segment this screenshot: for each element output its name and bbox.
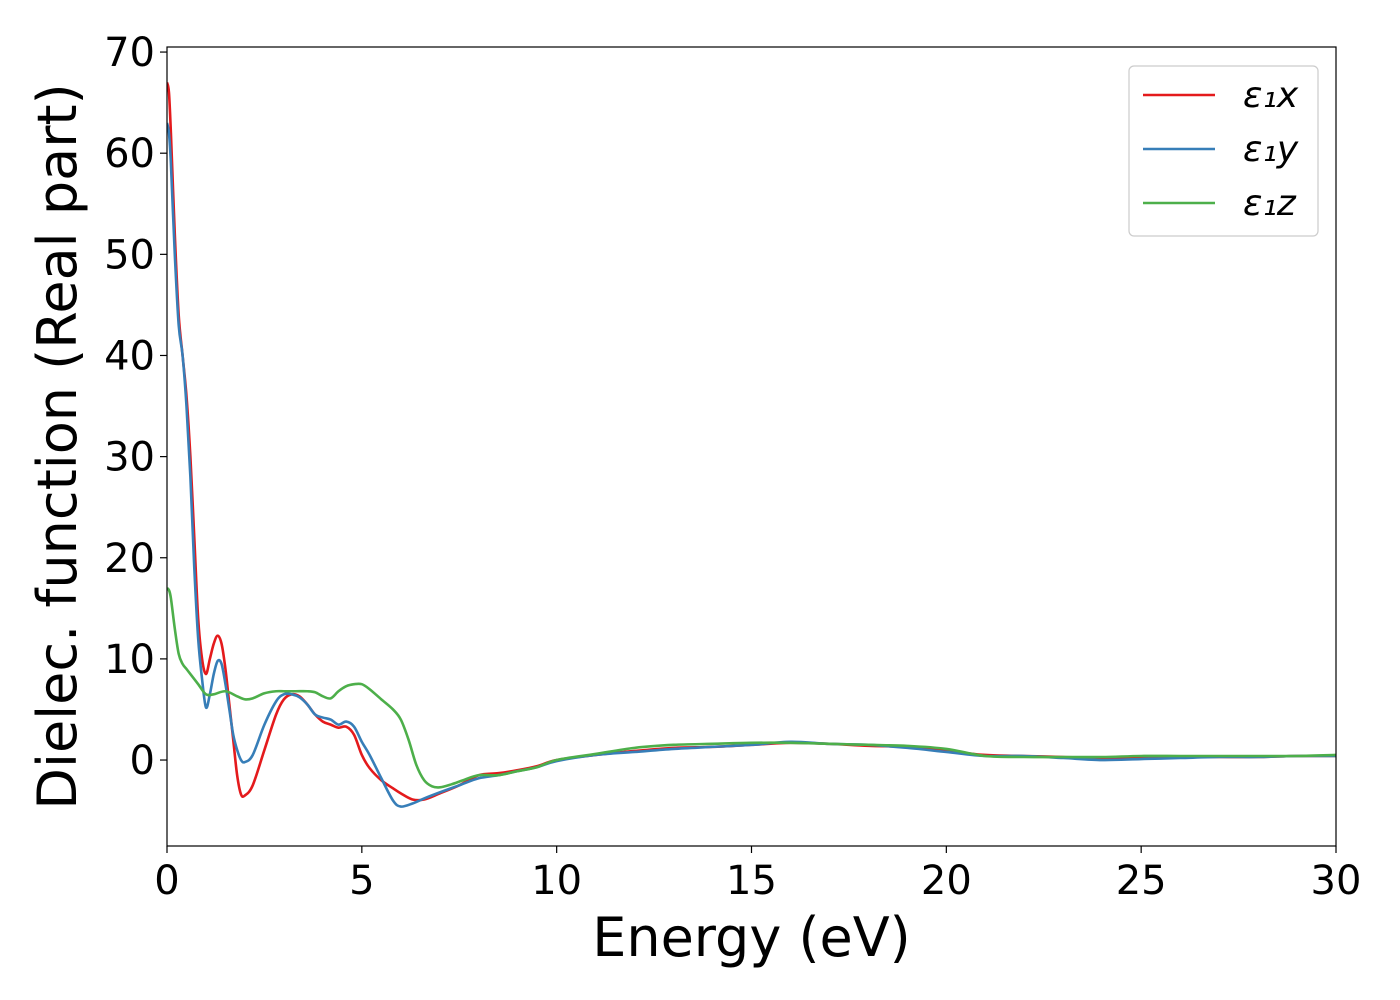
x-axis-label: Energy (eV) [592, 906, 911, 969]
legend: ε₁x ε₁y ε₁z [1128, 65, 1319, 237]
y-axis-label: Dielec. function (Real part) [26, 83, 89, 809]
x-tick-label: 10 [531, 858, 582, 904]
y-tick-label: 30 [104, 435, 155, 481]
y-tick-label: 70 [104, 30, 155, 76]
y-tick-label: 60 [104, 131, 155, 177]
y-tick-label: 50 [104, 232, 155, 278]
series-line-3 [167, 587, 1336, 789]
y-tick-label: 10 [104, 637, 155, 683]
x-tick-label: 5 [349, 858, 374, 904]
y-tick-label: 0 [130, 738, 155, 784]
x-axis-ticks: 0 5 10 15 20 25 30 [154, 846, 1361, 904]
legend-label: ε₁z [1243, 183, 1297, 224]
legend-box [1128, 65, 1319, 237]
x-tick-label: 30 [1311, 858, 1362, 904]
y-axis-ticks: 0 10 20 30 40 50 60 70 [104, 30, 167, 784]
y-tick-label: 40 [104, 333, 155, 379]
x-tick-label: 20 [921, 858, 972, 904]
legend-label: ε₁y [1243, 129, 1299, 170]
legend-label: ε₁x [1243, 75, 1299, 116]
y-tick-label: 20 [104, 536, 155, 582]
x-tick-label: 25 [1116, 858, 1167, 904]
x-tick-label: 0 [154, 858, 179, 904]
x-tick-label: 15 [726, 858, 777, 904]
series-lines [167, 82, 1336, 808]
